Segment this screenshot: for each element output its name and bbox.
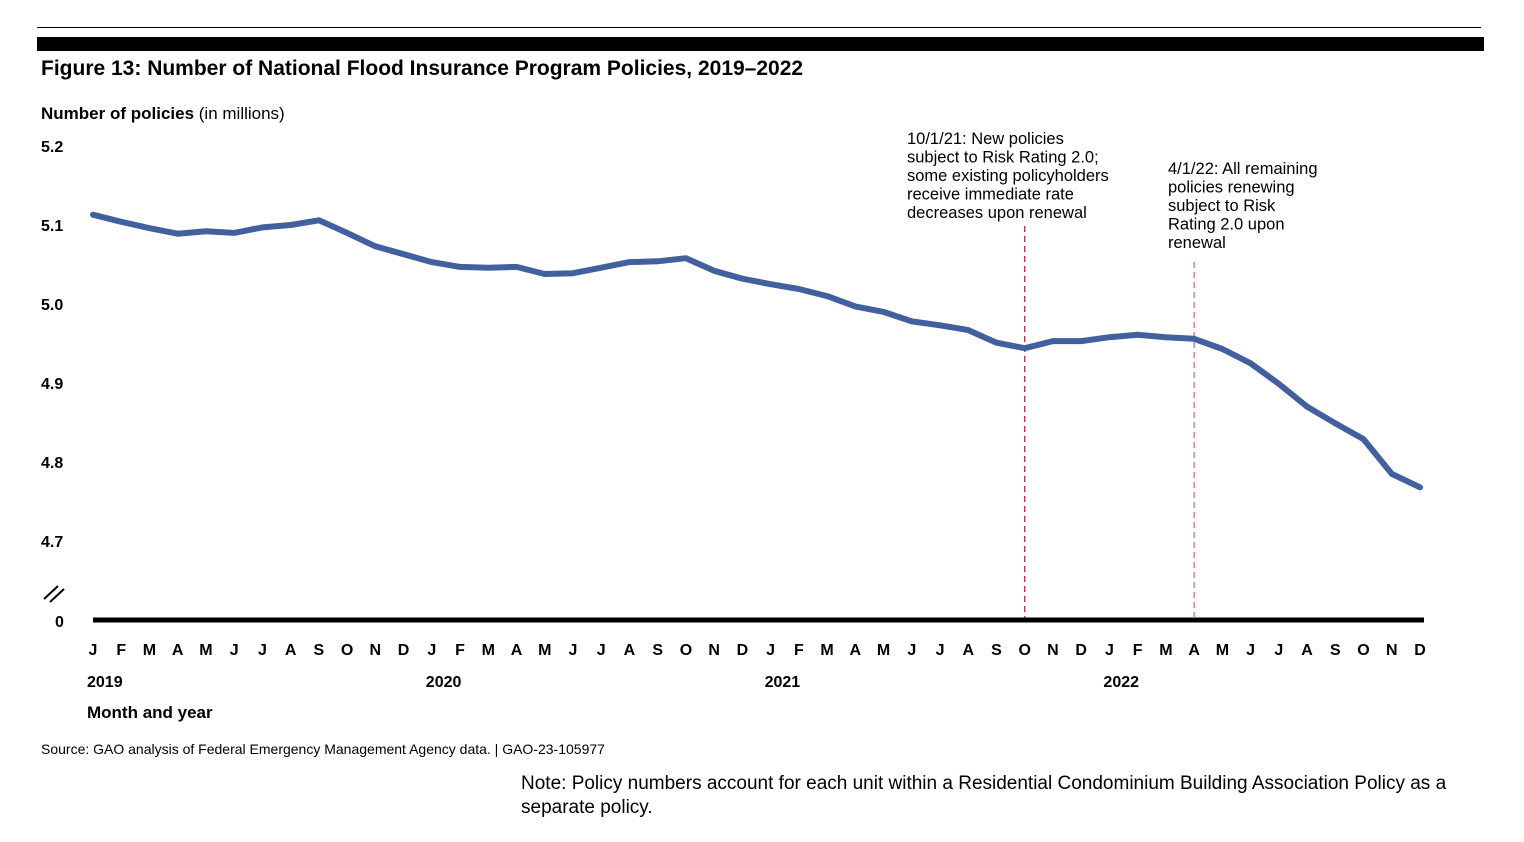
annotation-text: subject to Risk <box>1168 197 1276 215</box>
y-axis-label: Number of policies (in millions) <box>41 104 285 124</box>
x-tick-label: J <box>89 642 98 659</box>
x-tick-label: J <box>427 642 436 659</box>
x-tick-label: S <box>652 642 663 659</box>
y-tick-label: 5.2 <box>41 139 63 156</box>
x-tick-label: A <box>850 642 862 659</box>
y-tick-label-zero: 0 <box>55 614 64 631</box>
y-tick-label: 5.0 <box>41 297 63 314</box>
x-tick-label: M <box>877 642 890 659</box>
x-tick-label: A <box>1188 642 1200 659</box>
x-tick-label: F <box>116 642 126 659</box>
annotation-text: subject to Risk Rating 2.0; <box>907 149 1099 167</box>
x-tick-label: J <box>1105 642 1114 659</box>
x-tick-label: S <box>1330 642 1341 659</box>
x-tick-label: J <box>1274 642 1283 659</box>
annotation-text: 10/1/21: New policies <box>907 130 1064 148</box>
note-text: Note: Policy numbers account for each un… <box>521 773 1447 818</box>
series-line <box>90 211 1423 491</box>
axis-break-icon <box>49 588 65 603</box>
x-tick-label: J <box>1246 642 1255 659</box>
annotation-text: policies renewing <box>1168 179 1295 197</box>
y-axis-label-unit: (in millions) <box>198 104 285 123</box>
x-tick-label: S <box>991 642 1002 659</box>
annotation-text: decreases upon renewal <box>907 204 1087 222</box>
top-rule <box>37 27 1481 28</box>
x-tick-label: A <box>511 642 523 659</box>
x-tick-label: S <box>314 642 325 659</box>
axis-break-icon <box>43 585 59 600</box>
x-tick-label: M <box>1159 642 1172 659</box>
x-tick-label: N <box>370 642 382 659</box>
annotation-text: renewal <box>1168 234 1226 252</box>
source-text: Source: GAO analysis of Federal Emergenc… <box>41 741 605 757</box>
x-tick-label: D <box>737 642 749 659</box>
x-year-label: 2022 <box>1103 674 1139 691</box>
x-tick-label: J <box>766 642 775 659</box>
x-tick-label: F <box>455 642 465 659</box>
x-tick-label: M <box>820 642 833 659</box>
x-tick-label: D <box>398 642 410 659</box>
y-tick-label: 4.9 <box>41 376 63 393</box>
x-tick-label: O <box>1018 642 1030 659</box>
x-tick-label: M <box>1216 642 1229 659</box>
x-tick-label: A <box>172 642 184 659</box>
x-year-label: 2019 <box>87 674 123 691</box>
y-tick-label: 5.1 <box>41 218 63 235</box>
chart-title: Figure 13: Number of National Flood Insu… <box>41 57 804 80</box>
x-tick-label: M <box>143 642 156 659</box>
x-tick-label: M <box>538 642 551 659</box>
annotation-text: Rating 2.0 upon <box>1168 216 1285 234</box>
x-axis-label: Month and year <box>87 703 213 722</box>
x-tick-label: A <box>1301 642 1313 659</box>
x-tick-label: N <box>708 642 720 659</box>
x-tick-label: M <box>199 642 212 659</box>
x-tick-label: A <box>962 642 974 659</box>
x-tick-label: D <box>1414 642 1426 659</box>
annotation-text: some existing policyholders <box>907 167 1109 185</box>
x-year-label: 2021 <box>765 674 801 691</box>
x-year-label: 2020 <box>426 674 462 691</box>
x-tick-label: M <box>482 642 495 659</box>
annotation-text: receive immediate rate <box>907 186 1074 204</box>
x-tick-label: J <box>230 642 239 659</box>
x-tick-label: N <box>1047 642 1059 659</box>
x-tick-label: A <box>624 642 636 659</box>
header-bar <box>37 37 1484 51</box>
x-tick-label: O <box>1357 642 1369 659</box>
x-tick-label: F <box>1133 642 1143 659</box>
x-tick-label: F <box>794 642 804 659</box>
x-tick-label: N <box>1386 642 1398 659</box>
y-tick-label: 4.8 <box>41 455 63 472</box>
y-tick-label: 4.7 <box>41 534 63 551</box>
x-tick-label: J <box>907 642 916 659</box>
x-tick-label: O <box>680 642 692 659</box>
x-tick-label: O <box>341 642 353 659</box>
x-tick-label: J <box>597 642 606 659</box>
x-tick-label: J <box>936 642 945 659</box>
x-tick-label: D <box>1075 642 1087 659</box>
y-axis-label-main: Number of policies <box>41 104 195 123</box>
x-tick-label: J <box>258 642 267 659</box>
x-tick-label: J <box>569 642 578 659</box>
x-tick-label: A <box>285 642 297 659</box>
annotation-text: 4/1/22: All remaining <box>1168 160 1318 178</box>
